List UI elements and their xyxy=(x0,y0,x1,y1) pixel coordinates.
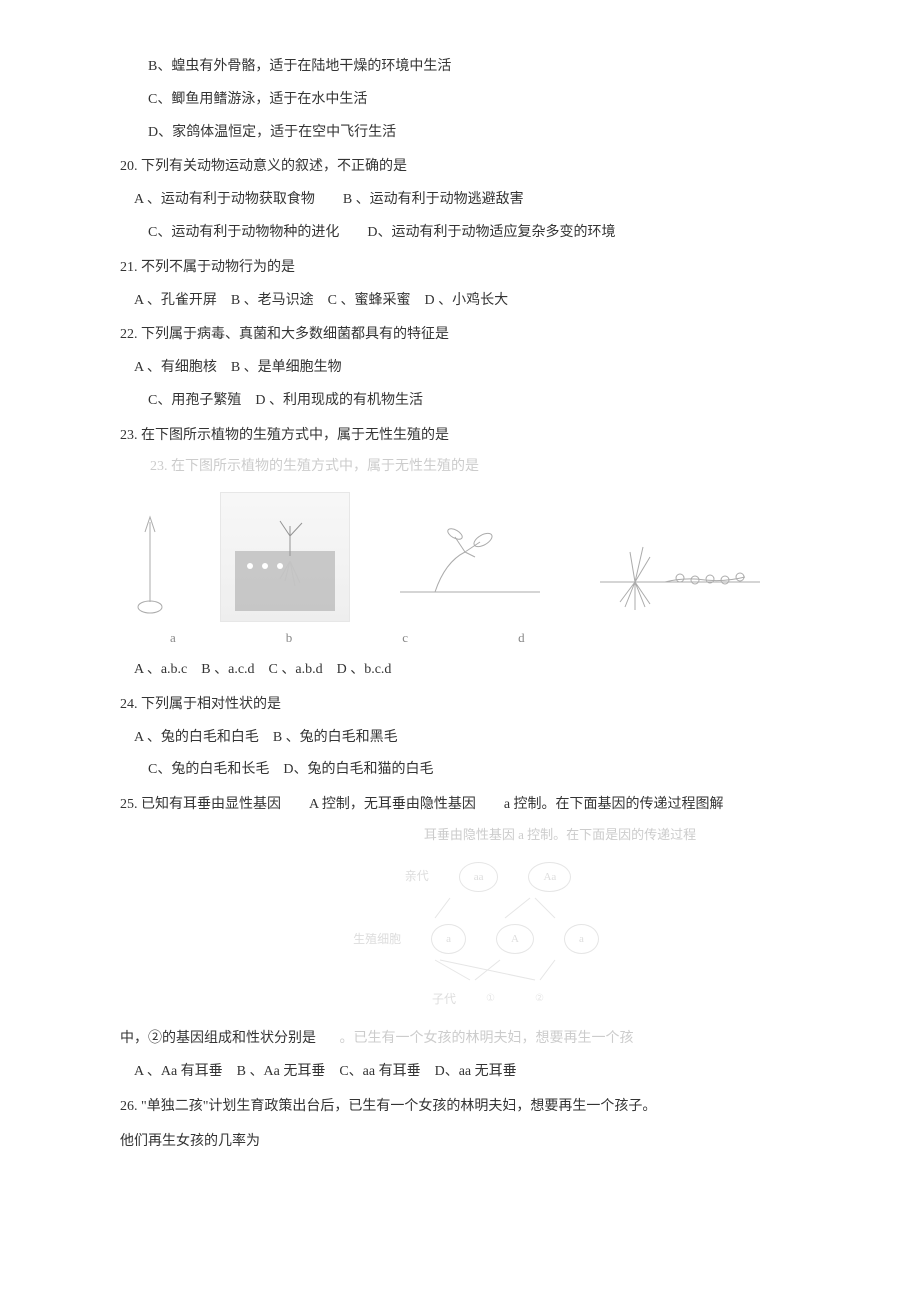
q19-option-c: C、鲫鱼用鳍游泳，适于在水中生活 xyxy=(120,85,820,116)
q25-options: A 、Aa 有耳垂 B 、Aa 无耳垂 C、aa 有耳垂 D、aa 无耳垂 xyxy=(120,1057,820,1088)
q23-figure-a xyxy=(120,492,180,622)
gen-gamete-label: 生殖细胞 xyxy=(341,926,401,952)
q26-stem: 26. "单独二孩"计划生育政策出台后，已生有一个女孩的林明夫妇，想要再生一个孩… xyxy=(120,1092,820,1123)
q23-figure-b xyxy=(220,492,350,622)
q23-label-b: b xyxy=(286,624,293,653)
q25-genetics-diagram: 亲代 aa Aa 生殖细胞 a A a 子代 ① ② xyxy=(270,858,670,1017)
q25-stem: 25. 已知有耳垂由显性基因 A 控制，无耳垂由隐性基因 a 控制。在下面基因的… xyxy=(120,790,820,821)
gen-arrows-1 xyxy=(340,896,600,920)
gen-gamete-1: a xyxy=(431,924,466,954)
q19-option-d: D、家鸽体温恒定，适于在空中飞行生活 xyxy=(120,118,820,149)
q23-figure-labels: a b c d xyxy=(120,624,820,653)
q26-stem-b: 他们再生女孩的几率为 xyxy=(120,1127,820,1158)
q23-label-a: a xyxy=(170,624,176,653)
q24-options-cd: C、兔的白毛和长毛 D、兔的白毛和猫的白毛 xyxy=(120,755,820,786)
q25-tail-main: 中，②的基因组成和性状分别是 xyxy=(120,1031,316,1046)
q25-faded-echo: 耳垂由隐性基因 a 控制。在下面是因的传递过程 xyxy=(120,821,820,850)
q23-options: A 、a.b.c B 、a.c.d C 、a.b.d D 、b.c.d xyxy=(120,655,820,686)
q19-option-b: B、蝗虫有外骨骼，适于在陆地干燥的环境中生活 xyxy=(120,52,820,83)
gen-arrows-2 xyxy=(340,958,600,982)
q23-label-c: c xyxy=(402,624,408,653)
q20-stem: 20. 下列有关动物运动意义的叙述，不正确的是 xyxy=(120,152,820,183)
gen-offspring-text: ① ② xyxy=(486,988,544,1010)
q20-options-cd: C、运动有利于动物物种的进化 D、运动有利于动物适应复杂多变的环境 xyxy=(120,218,820,249)
q21-options: A 、孔雀开屏 B 、老马识途 C 、蜜蜂采蜜 D 、小鸡长大 xyxy=(120,286,820,317)
q24-options-ab: A 、兔的白毛和白毛 B 、兔的白毛和黑毛 xyxy=(120,723,820,754)
q24-stem: 24. 下列属于相对性状的是 xyxy=(120,690,820,721)
gen-parent-1: aa xyxy=(459,862,499,892)
gen-parent-2: Aa xyxy=(528,862,571,892)
q22-stem: 22. 下列属于病毒、真菌和大多数细菌都具有的特征是 xyxy=(120,320,820,351)
gen-parent-label: 亲代 xyxy=(369,863,429,889)
q23-figure-d xyxy=(590,512,770,622)
q23-figure-row xyxy=(120,492,820,622)
q21-stem: 21. 不列不属于动物行为的是 xyxy=(120,253,820,284)
gen-gamete-2: A xyxy=(496,924,534,954)
q23-label-d: d xyxy=(518,624,525,653)
q25-tail: 中，②的基因组成和性状分别是 。已生有一个女孩的林明夫妇，想要再生一个孩 xyxy=(120,1024,820,1055)
q23-figure-c xyxy=(390,512,550,622)
q20-options-ab: A 、运动有利于动物获取食物 B 、运动有利于动物逃避敌害 xyxy=(120,185,820,216)
q22-options-cd: C、用孢子繁殖 D 、利用现成的有机物生活 xyxy=(120,386,820,417)
gen-offspring-label: 子代 xyxy=(396,986,456,1012)
gen-gamete-3: a xyxy=(564,924,599,954)
q22-options-ab: A 、有细胞核 B 、是单细胞生物 xyxy=(120,353,820,384)
q23-stem: 23. 在下图所示植物的生殖方式中，属于无性生殖的是 xyxy=(120,421,820,452)
q23-faded-echo: 23. 在下图所示植物的生殖方式中，属于无性生殖的是 xyxy=(120,452,820,483)
q25-tail-faded: 。已生有一个女孩的林明夫妇，想要再生一个孩 xyxy=(340,1031,634,1046)
